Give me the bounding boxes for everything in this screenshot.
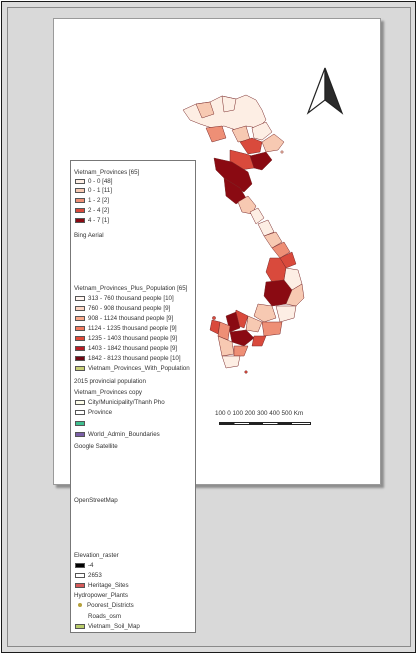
legend-swatch	[75, 335, 85, 341]
legend-title-elevation: Elevation_raster	[74, 552, 119, 559]
province-shape	[195, 101, 215, 119]
legend-item: 0 - 0 [48]	[75, 178, 112, 185]
legend-swatch	[75, 420, 85, 426]
province-shape	[249, 207, 265, 225]
legend-swatch	[75, 315, 85, 321]
legend-swatch	[75, 178, 85, 184]
legend-swatch	[75, 355, 85, 361]
legend-item: Vietnam_Soil_Map	[75, 623, 140, 630]
island-shape	[280, 150, 284, 154]
legend-item: Vietnam_Provinces_With_Population	[75, 365, 190, 372]
legend-swatch	[75, 582, 85, 588]
legend-item: World_Admin_Boundaries	[75, 431, 160, 438]
island-shape	[244, 370, 248, 374]
province-shape	[209, 319, 221, 335]
legend-google: Google Satellite	[74, 443, 118, 450]
legend-title-population: Vietnam_Provinces_Plus_Population [65]	[74, 285, 188, 292]
legend-item: -4	[75, 562, 94, 569]
legend-title-provinces-copy: Vietnam_Provinces copy	[74, 389, 142, 396]
legend-title-provinces: Vietnam_Provinces [65]	[74, 169, 140, 176]
scale-labels: 100 0 100 200 300 400 500 Km	[215, 410, 304, 417]
legend-swatch	[75, 197, 85, 203]
legend-swatch	[75, 623, 85, 629]
legend-item: 2653	[75, 572, 102, 579]
province-shape	[205, 125, 227, 143]
legend-osm: OpenStreetMap	[74, 497, 118, 504]
province-shape	[251, 335, 267, 347]
province-shape	[213, 157, 253, 193]
province-shape	[229, 329, 255, 347]
legend-swatch	[75, 325, 85, 331]
province-shape	[245, 315, 263, 333]
scale-bar-graphic	[219, 422, 311, 425]
legend-item: 1403 - 1842 thousand people [9]	[75, 345, 177, 352]
legend-item: 0 - 1 [11]	[75, 187, 112, 194]
vietnam-provinces-layer[interactable]	[182, 94, 305, 374]
legend-swatch	[75, 345, 85, 351]
legend-swatch	[75, 187, 85, 193]
legend-item: 1 - 2 [2]	[75, 197, 109, 204]
legend-swatch	[75, 295, 85, 301]
legend-item	[75, 420, 88, 427]
legend-swatch	[75, 207, 85, 213]
poorest-districts-dot-icon	[78, 603, 82, 608]
province-shape	[221, 95, 237, 113]
legend-roads: Roads_osm	[88, 613, 122, 620]
province-shape	[233, 345, 249, 357]
province-shape	[261, 133, 285, 153]
legend-swatch	[75, 305, 85, 311]
province-shape	[263, 231, 283, 249]
province-shape	[221, 355, 241, 369]
province-shape	[275, 305, 297, 323]
legend-swatch	[75, 431, 85, 437]
north-arrow-icon	[306, 67, 344, 115]
province-shape	[261, 321, 283, 337]
legend-swatch	[75, 399, 85, 405]
legend-item: 313 - 760 thousand people [10]	[75, 295, 174, 302]
legend-swatch	[75, 365, 85, 371]
province-shape	[285, 283, 305, 307]
legend-swatch	[75, 409, 85, 415]
province-shape	[251, 121, 273, 141]
legend-item: Province	[75, 409, 112, 416]
legend-swatch	[75, 572, 85, 578]
legend-swatch	[75, 217, 85, 223]
legend-item: 1842 - 8123 thousand people [10]	[75, 355, 181, 362]
legend-item: City/Municipality/Thanh Pho	[75, 399, 165, 406]
legend-item: 1124 - 1235 thousand people [9]	[75, 325, 177, 332]
legend-population-2015: 2015 provincial population	[74, 378, 146, 385]
legend-bing: Bing Aerial	[74, 232, 104, 239]
island-shape	[212, 316, 216, 320]
province-shape	[271, 241, 291, 259]
legend-item: 908 - 1124 thousand people [9]	[75, 315, 173, 322]
legend-item: 2 - 4 [2]	[75, 207, 109, 214]
legend-item: 1235 - 1403 thousand people [9]	[75, 335, 177, 342]
province-shape	[253, 303, 277, 323]
legend-item: 4 - 7 [1]	[75, 217, 109, 224]
map-legend[interactable]: Vietnam_Provinces [65] 0 - 0 [48] 0 - 1 …	[70, 160, 196, 633]
legend-hydropower: Hydropower_Plants	[74, 592, 128, 599]
legend-item: Heritage_Sites	[75, 582, 129, 589]
province-shape	[239, 137, 263, 155]
legend-item: Poorest_Districts	[75, 602, 134, 609]
legend-swatch	[75, 562, 85, 568]
province-shape	[249, 151, 273, 171]
province-shape	[257, 219, 275, 237]
legend-item: 760 - 908 thousand people [9]	[75, 305, 170, 312]
